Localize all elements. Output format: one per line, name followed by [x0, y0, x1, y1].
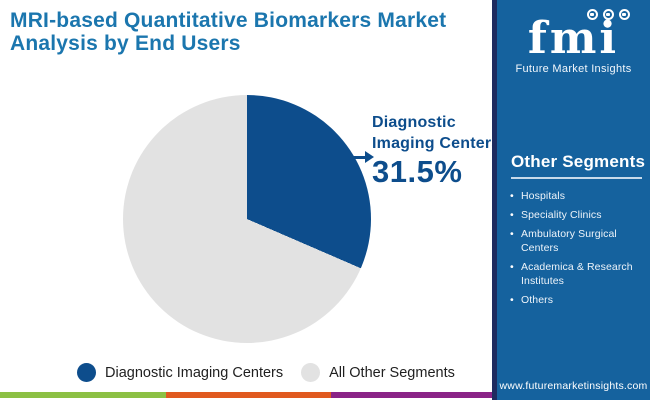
fmi-logo: fmi Future Market Insights — [497, 6, 650, 75]
callout-arrow-line — [350, 156, 366, 159]
legend-label: All Other Segments — [329, 364, 455, 381]
footer-bar-segment — [165, 392, 332, 398]
logo-wordmark: fmi — [527, 13, 620, 64]
list-item: Hospitals — [510, 189, 648, 203]
legend-item: Diagnostic Imaging Centers — [77, 363, 283, 382]
callout-arrow-icon — [365, 151, 374, 163]
list-item: Others — [510, 293, 648, 307]
chart-legend: Diagnostic Imaging Centers All Other Seg… — [77, 363, 455, 382]
heading-divider — [511, 177, 642, 179]
website-link[interactable]: www.futuremarketinsights.com — [499, 380, 648, 392]
globe-africa-icon — [603, 9, 614, 20]
footer-bar-segment — [0, 392, 166, 398]
page-title: MRI-based Quantitative Biomarkers Market… — [10, 9, 447, 55]
list-item: Speciality Clinics — [510, 208, 648, 222]
callout-value: 31.5% — [372, 154, 463, 189]
legend-swatch — [301, 363, 321, 382]
legend-swatch — [77, 363, 96, 382]
pie-chart — [123, 95, 371, 343]
globe-americas-icon — [587, 9, 598, 20]
pie-callout: Diagnostic Imaging Centers 31.5% — [372, 112, 500, 189]
callout-label-line2: Imaging Centers — [372, 135, 501, 152]
logo-subtitle: Future Market Insights — [515, 63, 632, 75]
legend-label: Diagnostic Imaging Centers — [105, 364, 284, 381]
list-item: Academica & Research Institutes — [510, 260, 648, 288]
callout-label-line1: Diagnostic — [372, 114, 456, 131]
legend-item: All Other Segments — [301, 363, 455, 382]
other-segments-list: Hospitals Speciality Clinics Ambulatory … — [510, 189, 648, 312]
list-item: Ambulatory Surgical Centers — [510, 227, 648, 255]
globe-asia-icon — [619, 9, 630, 20]
footer-accent-bar — [0, 392, 498, 398]
other-segments-heading: Other Segments — [511, 152, 646, 171]
sidebar: fmi Future Market Insights Other Segment… — [497, 0, 650, 400]
footer-bar-segment — [331, 392, 498, 398]
logo-globe-icons — [587, 9, 630, 20]
sidebar-edge-strip — [492, 0, 497, 400]
